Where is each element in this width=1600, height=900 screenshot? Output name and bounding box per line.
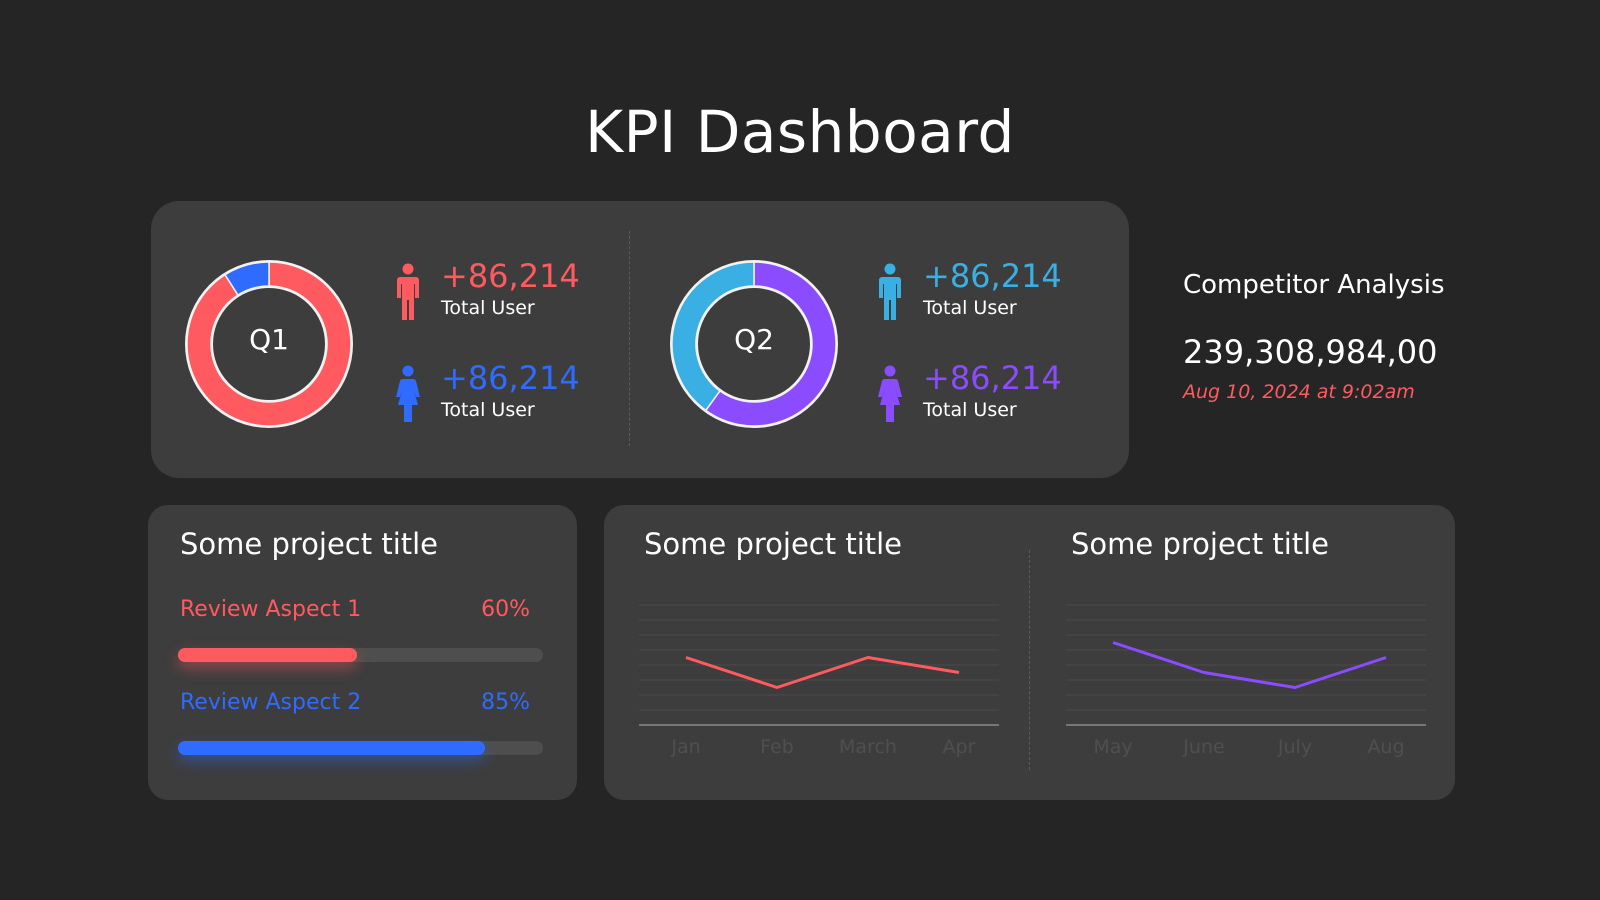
review-aspect-1-fill: [178, 648, 357, 662]
female-person-icon: [878, 365, 902, 422]
review-aspect-1-percent: 60%: [481, 597, 530, 622]
line-chart-2: May June July Aug: [1066, 604, 1426, 758]
q1-male-value: +86,214: [441, 257, 580, 295]
q1-label: Q1: [249, 323, 289, 356]
q1-donut-hole: [211, 286, 327, 402]
competitor-title: Competitor Analysis: [1183, 270, 1445, 300]
q2-female-label: Total User: [923, 399, 1017, 421]
chart-2-tick-label: July: [1277, 736, 1312, 758]
page-title: KPI Dashboard: [585, 98, 1015, 166]
q1-donut-chart: [185, 260, 353, 428]
review-aspect-1-track: [178, 648, 543, 662]
line-charts-card: Some project title Jan Feb March Apr Some p…: [604, 505, 1455, 800]
chart-1-tick-label: Feb: [760, 736, 794, 758]
review-aspect-2-label: Review Aspect 2: [180, 690, 362, 715]
q2-donut-hole: [696, 286, 812, 402]
kpi-divider: [629, 231, 630, 446]
review-aspect-2-track: [178, 741, 543, 755]
chart-2-series-line: [1112, 641, 1387, 689]
q2-female-value: +86,214: [923, 359, 1062, 397]
charts-divider: [1029, 550, 1030, 770]
line-chart-1: Jan Feb March Apr: [639, 604, 999, 758]
chart-2-tick-label: June: [1182, 736, 1224, 758]
progress-card: Some project title Review Aspect 1 60% R…: [148, 505, 577, 800]
chart-1-tick-label: March: [839, 736, 897, 758]
chart-1-tick-label: Jan: [670, 736, 700, 758]
kpi-summary-card: Q1 +86,214 Total User +86,214 Total User…: [151, 201, 1129, 478]
progress-card-title: Some project title: [180, 527, 439, 561]
q1-female-value: +86,214: [441, 359, 580, 397]
competitor-value: 239,308,984,00: [1183, 333, 1438, 371]
chart-1-tick-label: Apr: [943, 736, 976, 758]
review-aspect-2-percent: 85%: [481, 690, 530, 715]
review-aspect-1-label: Review Aspect 1: [180, 597, 362, 622]
chart-2-title: Some project title: [1071, 527, 1330, 561]
q2-donut-chart: [670, 260, 838, 428]
male-person-icon: [397, 263, 419, 320]
chart-2-tick-label: Aug: [1367, 736, 1404, 758]
review-aspect-2-fill: [178, 741, 485, 755]
q2-male-label: Total User: [923, 297, 1017, 319]
q1-female-label: Total User: [441, 399, 535, 421]
male-person-icon: [879, 263, 901, 320]
competitor-date: Aug 10, 2024 at 9:02am: [1183, 381, 1415, 403]
chart-2-tick-label: May: [1093, 736, 1132, 758]
chart-1-series-line: [685, 656, 960, 689]
q2-male-value: +86,214: [923, 257, 1062, 295]
chart-1-title: Some project title: [644, 527, 903, 561]
female-person-icon: [396, 365, 420, 422]
q1-male-label: Total User: [441, 297, 535, 319]
q2-label: Q2: [734, 323, 774, 356]
